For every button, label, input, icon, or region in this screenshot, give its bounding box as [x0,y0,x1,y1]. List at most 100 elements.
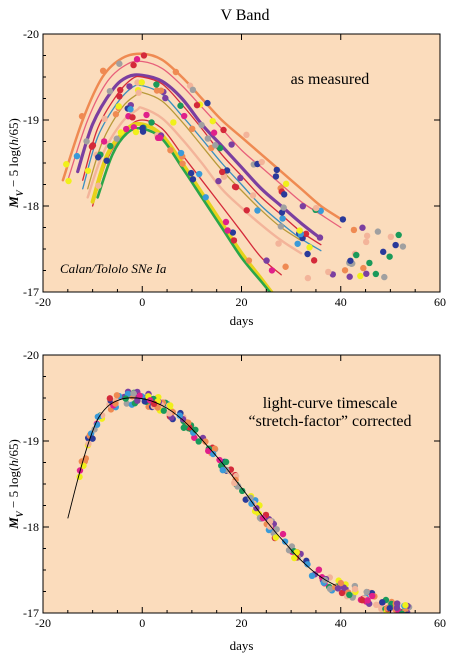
data-point [259,514,267,522]
data-point [338,589,346,597]
data-point [315,566,323,573]
data-point [130,61,137,69]
data-point [294,240,301,247]
data-point [393,600,401,607]
data-point [83,138,90,145]
data-point [143,111,150,119]
data-point [191,434,198,441]
data-point [331,317,337,323]
data-point [369,592,376,600]
data-point [254,207,261,214]
data-point [103,157,110,164]
data-point [222,218,230,226]
data-point [373,601,380,609]
data-point [366,259,373,267]
data-point [216,144,224,152]
data-point [399,243,407,250]
data-point [189,176,197,183]
y-tick-label: -18 [23,199,39,213]
data-point [228,141,235,148]
data-point [115,103,122,110]
data-point [215,177,222,185]
data-point [272,173,280,180]
data-point [209,450,217,458]
data-point [195,170,203,178]
data-point [227,466,235,473]
data-point [357,272,364,280]
data-point [379,599,386,606]
data-point [73,152,81,160]
data-point [337,322,343,328]
data-point [296,295,302,301]
data-point [379,248,387,256]
data-point [76,473,83,481]
y-tick-label: -17 [23,285,39,299]
data-point [212,142,219,149]
data-point [116,93,123,100]
data-point [63,161,70,168]
data-point [273,166,280,174]
y-tick-label: -19 [23,113,39,127]
y-axis-label-h: h [6,139,21,146]
x-tick-label: 60 [434,616,446,630]
data-point [312,204,320,212]
data-point [247,494,254,501]
data-point [333,325,339,331]
data-point [334,585,342,592]
x-tick-label: -20 [35,295,51,309]
data-point [278,209,286,216]
data-point [189,86,197,94]
data-point [273,526,280,533]
data-point [123,125,130,133]
data-point [167,146,174,154]
y-axis-label-m: M [6,196,21,209]
data-point [293,549,300,556]
data-point [279,215,286,222]
data-point [84,167,92,174]
data-point [280,204,287,211]
data-point [395,231,402,239]
x-tick-label: 40 [335,295,347,309]
data-point [223,167,231,174]
data-point [153,81,160,88]
data-point [95,182,102,189]
data-point [291,554,298,562]
series-line-0 [61,52,343,221]
data-point [170,119,177,126]
panel-stretch-corrected: -20 0 20 40 60 -20 -19 -18 -17 light-curve times… [6,348,446,653]
data-point [107,142,114,150]
data-point [229,229,237,236]
data-point [188,125,196,133]
data-point [204,135,212,142]
y-axis-label-h: h [6,460,21,467]
data-point [316,304,322,310]
data-point [136,392,143,399]
data-point [278,293,284,299]
data-point [339,216,347,223]
y-axis-label-m: M [6,517,21,530]
data-point [156,134,164,142]
data-point [106,87,114,95]
data-point [157,87,165,94]
y-axis-label-sub: V [15,510,25,517]
data-point [210,129,218,136]
annotation-line-2: “stretch-factor” corrected [249,413,412,430]
annotation-as-measured: as measured [291,71,370,88]
x-tick-label: -20 [35,616,51,630]
data-point [273,293,279,299]
data-point [126,83,133,90]
data-point [198,121,205,129]
data-point [279,530,287,538]
data-point [160,407,168,414]
data-point [308,572,316,580]
data-point [353,251,360,259]
data-point [231,183,239,190]
y-axis-label-sub: V [15,189,25,196]
data-point [302,230,310,238]
data-point [411,615,417,621]
y-axis-label-rest: − 5 log( [6,146,21,191]
y-axis-label-rest: − 5 log( [6,467,21,512]
data-point [99,67,107,75]
data-point [326,585,334,593]
data-point [138,79,145,86]
